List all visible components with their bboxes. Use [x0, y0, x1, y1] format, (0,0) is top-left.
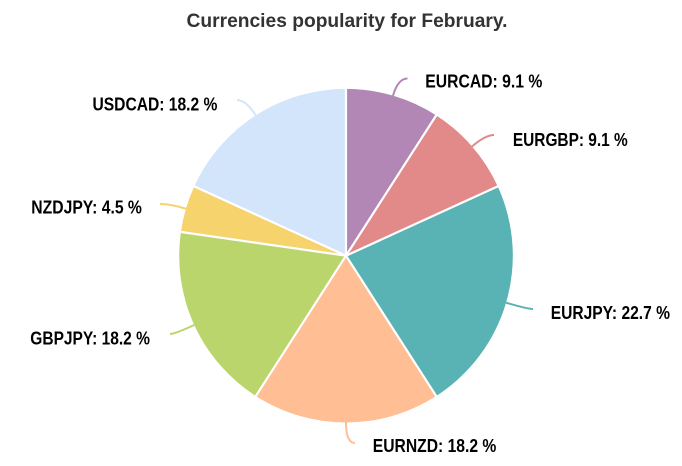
- svg-text:USDCAD: 18.2 %: USDCAD: 18.2 %: [93, 94, 218, 115]
- svg-text:EURGBP: 9.1 %: EURGBP: 9.1 %: [513, 129, 628, 150]
- svg-text:EURCAD: 9.1 %: EURCAD: 9.1 %: [425, 70, 542, 91]
- svg-text:EURJPY: 22.7 %: EURJPY: 22.7 %: [551, 302, 671, 323]
- svg-text:NZDJPY: 4.5 %: NZDJPY: 4.5 %: [31, 197, 142, 218]
- svg-text:EURNZD: 18.2 %: EURNZD: 18.2 %: [373, 435, 497, 456]
- svg-text:Currencies popularity for Febr: Currencies popularity for February.: [187, 11, 508, 32]
- svg-text:GBPJPY: 18.2 %: GBPJPY: 18.2 %: [30, 328, 150, 349]
